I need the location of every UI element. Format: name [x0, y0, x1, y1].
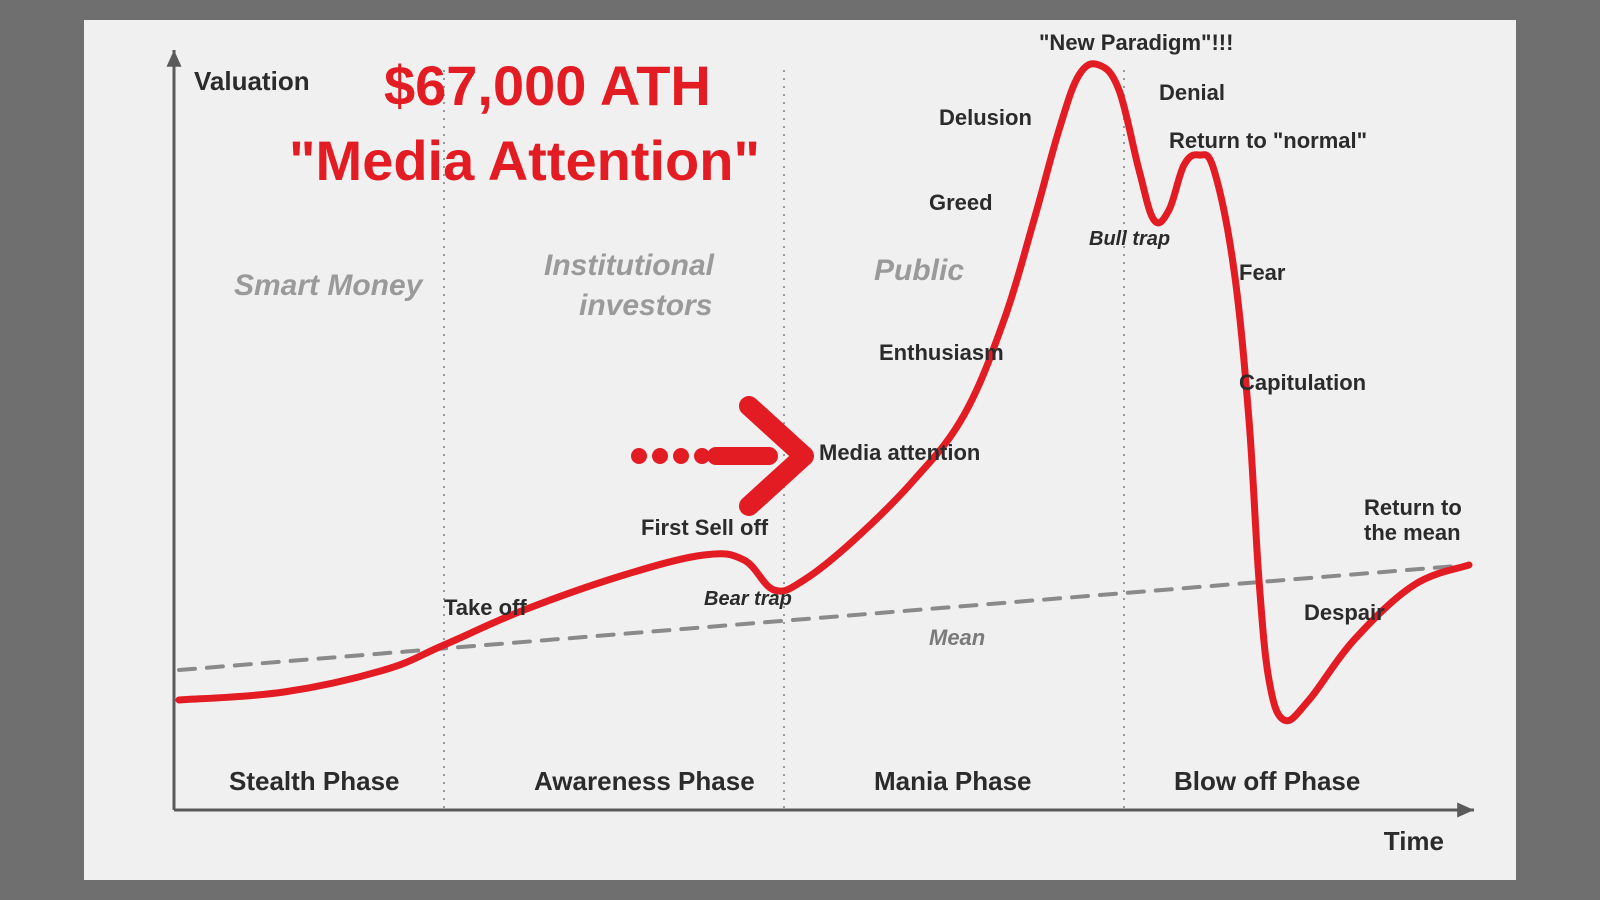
curve-point-label: Return to "normal" — [1169, 128, 1367, 153]
bubble-phases-chart: Valuation Time Smart Money Institutional inv… — [84, 20, 1516, 880]
curve-point-label: Media attention — [819, 440, 980, 465]
phase-bottom-label: Blow off Phase — [1174, 766, 1360, 796]
phase-header: Public — [874, 254, 964, 287]
curve-point-label: First Sell off — [641, 515, 769, 540]
curve-point-label: Mean — [929, 625, 985, 650]
page-background: Valuation Time Smart Money Institutional inv… — [0, 0, 1600, 900]
curve-point-label: "New Paradigm"!!! — [1039, 30, 1233, 55]
phase-bottom-label: Stealth Phase — [229, 766, 400, 796]
phase-header: investors — [579, 289, 712, 322]
overlay-title: $67,000 ATH — [384, 54, 711, 117]
curve-point-label: Return to — [1364, 495, 1462, 520]
phase-header: Smart Money — [234, 269, 424, 302]
curve-point-label: Bull trap — [1089, 228, 1170, 250]
phase-bottom-label: Awareness Phase — [534, 766, 755, 796]
curve-point-label: Bear trap — [704, 588, 792, 610]
curve-point-label: Despair — [1304, 600, 1385, 625]
y-axis-arrow — [167, 50, 182, 67]
x-axis-arrow — [1457, 803, 1474, 818]
curve-point-label: Take off — [444, 595, 527, 620]
arrow-dot — [652, 448, 668, 464]
overlay-title: "Media Attention" — [289, 129, 760, 192]
x-axis-label: Time — [1384, 826, 1444, 856]
curve-point-label: Delusion — [939, 105, 1032, 130]
curve-point-label: Enthusiasm — [879, 340, 1004, 365]
curve-point-label: Fear — [1239, 260, 1286, 285]
phase-header: Institutional — [544, 249, 715, 282]
curve-point-label: the mean — [1364, 520, 1461, 545]
chart-panel: Valuation Time Smart Money Institutional inv… — [84, 20, 1516, 880]
phase-bottom-label: Mania Phase — [874, 766, 1032, 796]
mean-line — [179, 565, 1469, 670]
arrow-dot — [631, 448, 647, 464]
curve-point-label: Greed — [929, 190, 993, 215]
curve-point-label: Capitulation — [1239, 370, 1366, 395]
curve-point-label: Denial — [1159, 80, 1225, 105]
arrow-dot — [673, 448, 689, 464]
y-axis-label: Valuation — [194, 66, 310, 96]
